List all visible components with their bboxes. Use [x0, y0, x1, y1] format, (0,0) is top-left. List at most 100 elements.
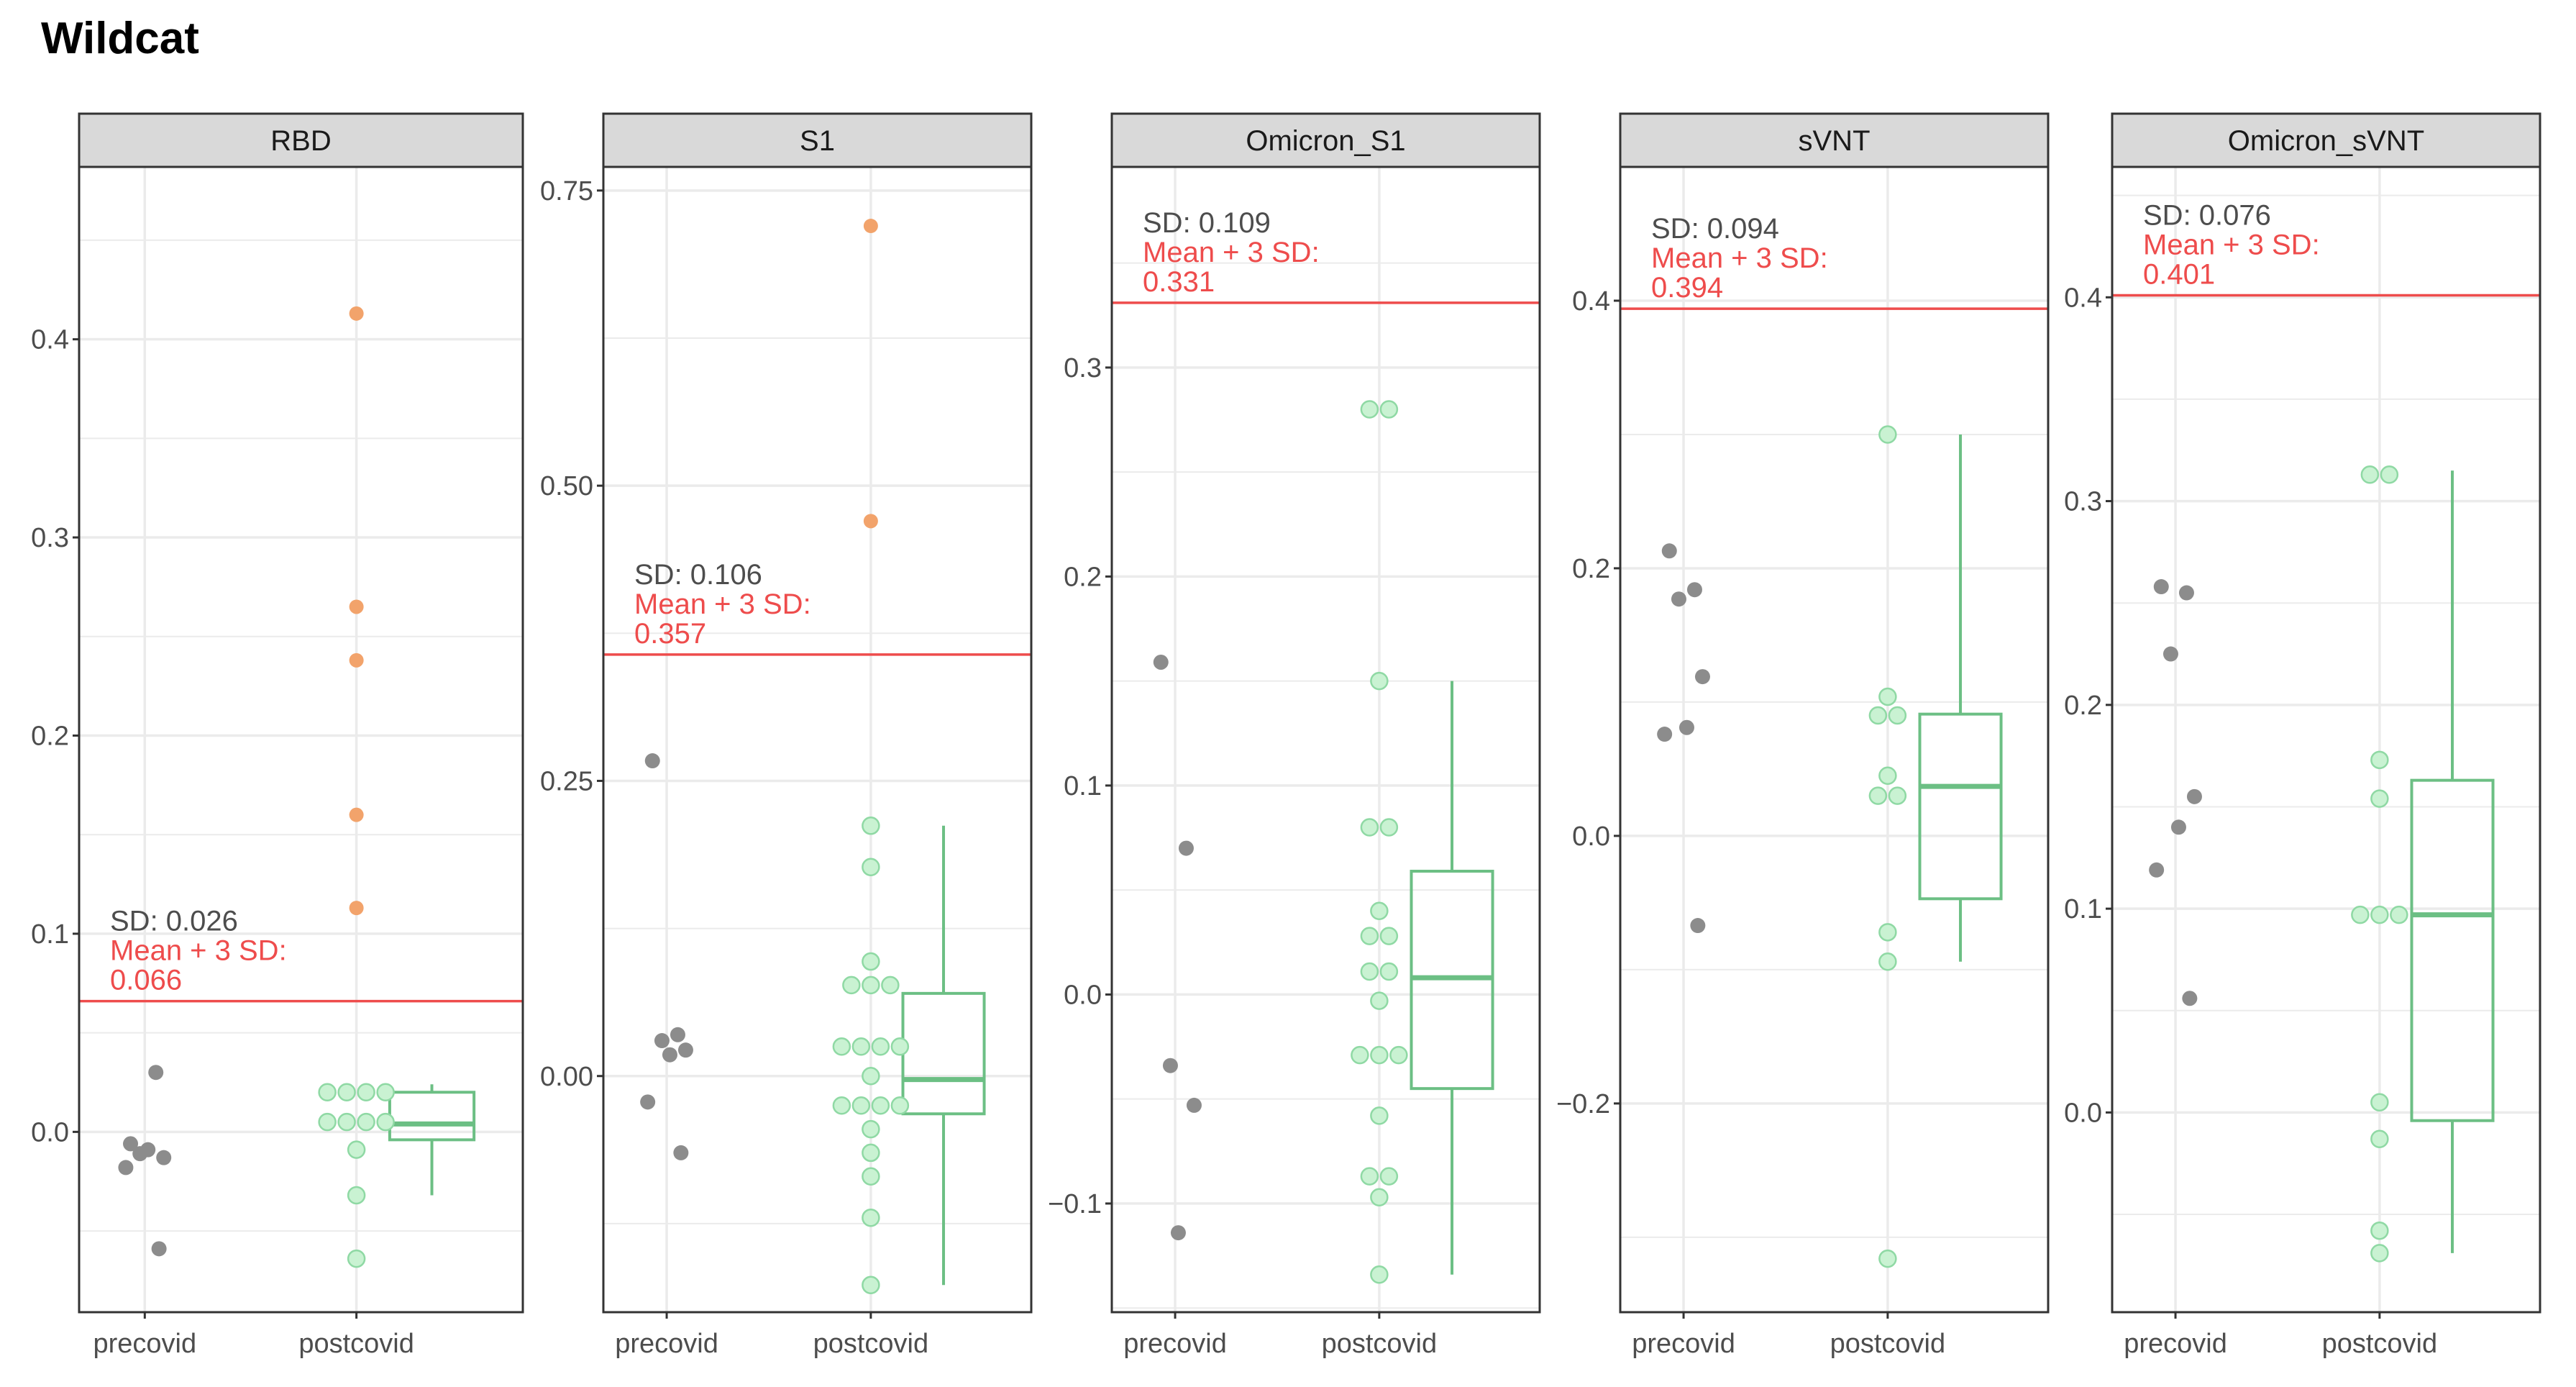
postcovid-point [1868, 786, 1888, 805]
postcovid-point [1360, 400, 1379, 419]
postcovid-point [1878, 766, 1897, 785]
y-tick-label: 0.25 [540, 766, 593, 796]
postcovid-point [2370, 1221, 2389, 1240]
postcovid-point [862, 858, 880, 877]
panel-border [2111, 165, 2541, 1314]
postcovid-point [1370, 901, 1389, 920]
postcovid-point [1888, 786, 1907, 805]
postcovid-point [2370, 750, 2389, 770]
panel-border [602, 165, 1033, 1314]
annotation-value: 0.394 [1651, 272, 1723, 304]
y-tick-label: 0.75 [540, 176, 593, 206]
precovid-point [2162, 646, 2178, 662]
postcovid-point [376, 1112, 395, 1132]
x-tick-label: precovid [1123, 1329, 1227, 1359]
postcovid-point [2370, 1129, 2389, 1148]
precovid-point [2149, 862, 2165, 878]
postcovid-point [347, 1140, 366, 1159]
chart-title: Wildcat [41, 14, 199, 63]
postcovid-point-above-threshold [349, 807, 364, 822]
precovid-point [2153, 579, 2169, 595]
x-tick-label: precovid [615, 1329, 718, 1359]
postcovid-point [832, 1096, 851, 1115]
facet-label: Omicron_sVNT [2228, 125, 2424, 157]
box-iqr [1918, 712, 2003, 901]
y-tick-label: 0.2 [31, 721, 69, 751]
postcovid-point [1351, 1045, 1369, 1065]
postcovid-point [1389, 1045, 1408, 1065]
facet-strip [78, 112, 524, 168]
y-tick-label: 0.0 [31, 1117, 69, 1147]
panel-border [1110, 165, 1541, 1314]
y-tick-label: 0.4 [1572, 286, 1610, 317]
postcovid-point [1379, 400, 1399, 419]
precovid-point [118, 1160, 134, 1175]
x-tick-label: postcovid [1322, 1329, 1438, 1359]
postcovid-point [1878, 1249, 1897, 1268]
y-tick-label: 0.0 [1572, 822, 1610, 852]
x-tick-label: postcovid [813, 1329, 929, 1359]
precovid-point [1186, 1097, 1202, 1113]
postcovid-point [871, 1037, 890, 1056]
facet-strip [602, 112, 1033, 168]
postcovid-point [2380, 465, 2399, 484]
y-tick-label: 0.1 [1064, 771, 1102, 801]
postcovid-point [862, 1208, 880, 1227]
postcovid-point [1878, 425, 1897, 444]
postcovid-point [1878, 952, 1897, 971]
postcovid-point [1370, 1045, 1389, 1065]
precovid-point [654, 1033, 670, 1049]
annotation-sd: SD: 0.026 [110, 906, 238, 937]
precovid-point [1153, 655, 1169, 670]
postcovid-point-above-threshold [349, 306, 364, 321]
postcovid-point-above-threshold [349, 652, 364, 668]
postcovid-point [851, 1037, 871, 1056]
panel-border [78, 165, 524, 1314]
postcovid-point-above-threshold [863, 514, 878, 529]
postcovid-point [357, 1083, 375, 1102]
annotation-label: Mean + 3 SD: [1651, 242, 1828, 274]
postcovid-point-above-threshold [349, 599, 364, 614]
postcovid-point [1878, 687, 1897, 706]
precovid-point [1686, 582, 1702, 598]
postcovid-point [2370, 905, 2389, 924]
annotation-sd: SD: 0.076 [2143, 199, 2271, 231]
postcovid-point [1379, 927, 1399, 945]
postcovid-point [832, 1037, 851, 1056]
precovid-point [2170, 819, 2186, 835]
panel-border [1619, 165, 2050, 1314]
precovid-point [677, 1042, 693, 1058]
y-tick-label: 0.1 [31, 919, 69, 950]
precovid-point [123, 1136, 139, 1152]
postcovid-point [1878, 923, 1897, 942]
precovid-point [151, 1241, 167, 1257]
precovid-point [2186, 788, 2202, 804]
y-tick-label: 0.2 [2064, 691, 2102, 721]
postcovid-point [1360, 818, 1379, 837]
facet-strip [1110, 112, 1541, 168]
annotation-sd: SD: 0.109 [1143, 207, 1271, 239]
facet-strip [2111, 112, 2541, 168]
facet-label: Omicron_S1 [1246, 125, 1405, 157]
precovid-point [1657, 727, 1673, 742]
x-tick-label: postcovid [1830, 1329, 1946, 1359]
postcovid-point [2360, 465, 2380, 484]
y-tick-label: 0.4 [31, 325, 69, 355]
x-tick-label: precovid [1632, 1329, 1735, 1359]
panel-Omicron_S1: Omicron_S1 −0.1 0.0 0.1 0.2 0.3 SD: 0.109Mean … [1048, 112, 1541, 1359]
precovid-point [1671, 591, 1686, 607]
postcovid-point [1370, 1188, 1389, 1206]
postcovid-point [1370, 1265, 1389, 1284]
precovid-point [1178, 840, 1194, 856]
precovid-point [1678, 719, 1694, 735]
y-tick-label: −0.1 [1048, 1189, 1102, 1219]
postcovid-point [357, 1112, 375, 1132]
y-tick-label: 0.3 [1064, 353, 1102, 383]
postcovid-point [2370, 789, 2389, 808]
postcovid-point [871, 1096, 890, 1115]
annotation-label: Mean + 3 SD: [110, 935, 287, 967]
annotation-sd: SD: 0.106 [634, 559, 762, 591]
